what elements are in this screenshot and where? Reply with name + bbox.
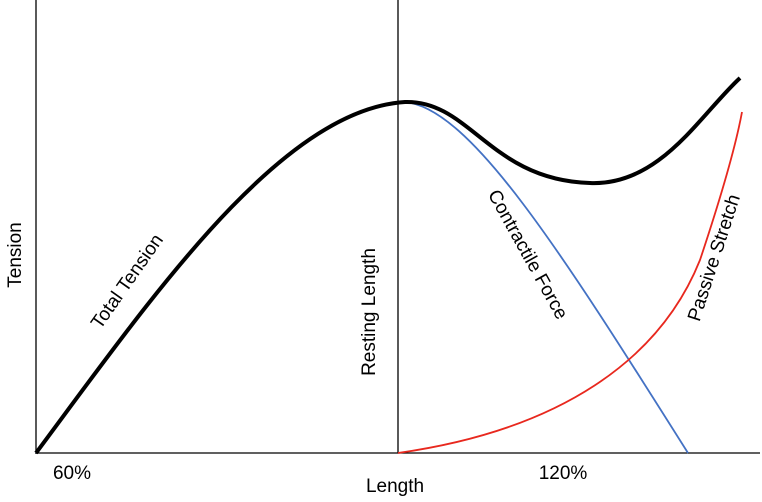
- x-tick-label: 120%: [539, 463, 588, 484]
- curve-label: Resting Length: [359, 248, 380, 376]
- curve-label: Contractile Force: [483, 186, 572, 323]
- y-axis-label: Tension: [5, 222, 26, 288]
- passive-curve: [397, 111, 743, 454]
- x-axis-label: Length: [366, 476, 424, 497]
- curve-label: Total Tension: [87, 230, 168, 333]
- x-tick-label: 60%: [53, 463, 91, 484]
- total-curve: [34, 76, 742, 455]
- curve-label: Passive Stretch: [684, 192, 745, 324]
